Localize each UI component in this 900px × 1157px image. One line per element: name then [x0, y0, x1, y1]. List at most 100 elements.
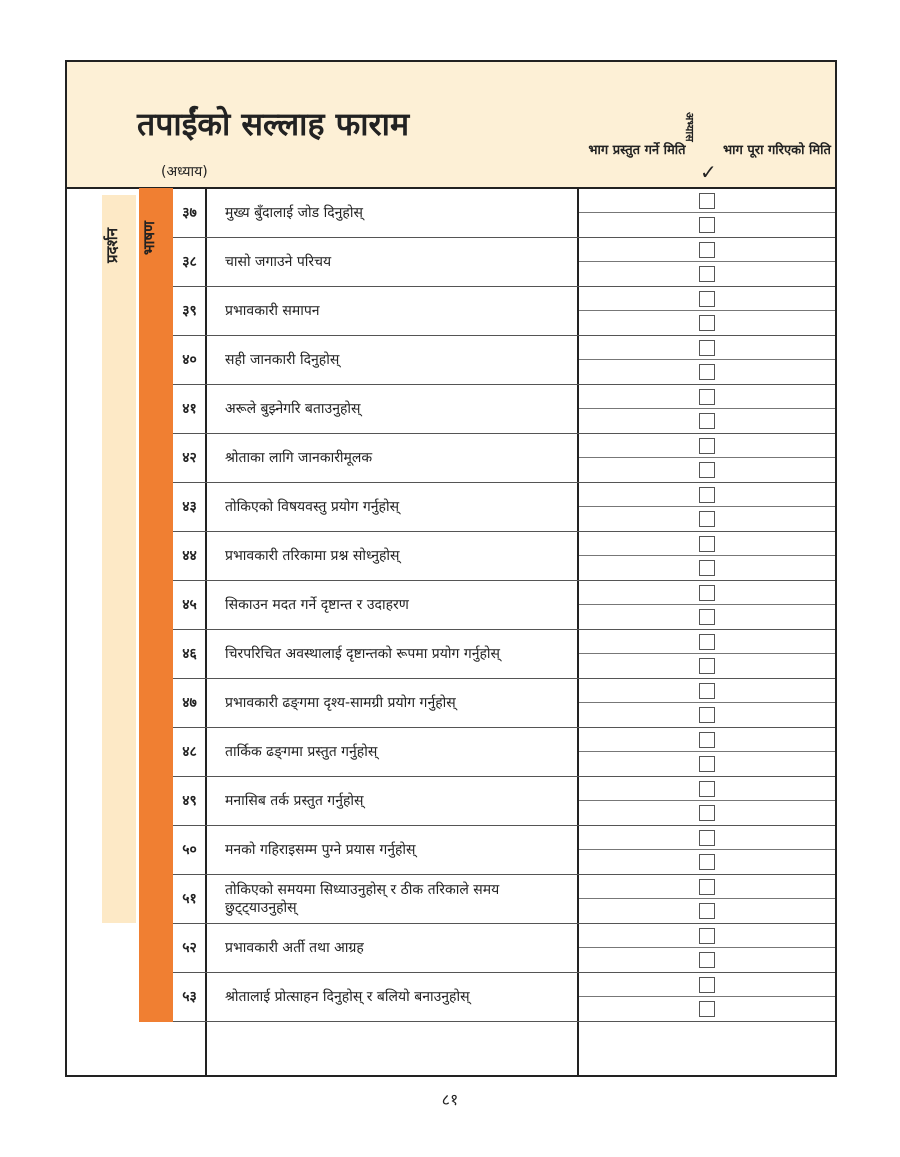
chapter-number: ४६ — [182, 646, 197, 662]
practice-checkbox[interactable] — [699, 487, 715, 503]
row-divider — [579, 408, 835, 409]
row-divider — [579, 947, 835, 948]
chapter-number: ५० — [182, 842, 197, 858]
table-row: ३९ प्रभावकारी समापन — [173, 286, 835, 336]
presentation-label: प्रदर्शन — [103, 227, 121, 263]
checkmark-icon: ✓ — [700, 160, 717, 184]
practice-checkbox[interactable] — [699, 511, 715, 527]
practice-checkbox[interactable] — [699, 217, 715, 233]
chapter-title: मनको गहिराइसम्म पुग्ने प्रयास गर्नुहोस् — [225, 841, 416, 858]
practice-checkbox[interactable] — [699, 977, 715, 993]
chapter-number: ४८ — [182, 744, 197, 760]
practice-checkbox[interactable] — [699, 560, 715, 576]
form-header: तपाईंको सल्लाह फाराम (अध्याय) भाग प्रस्त… — [67, 62, 835, 189]
divider — [577, 187, 579, 1075]
practice-checkbox[interactable] — [699, 781, 715, 797]
practice-checkbox[interactable] — [699, 683, 715, 699]
row-divider — [579, 506, 835, 507]
practice-checkbox[interactable] — [699, 732, 715, 748]
practice-checkbox[interactable] — [699, 854, 715, 870]
chapter-title: प्रभावकारी अर्ती तथा आग्रह — [225, 939, 364, 956]
row-divider — [579, 751, 835, 752]
row-divider — [579, 898, 835, 899]
column-header-presented-date: भाग प्रस्तुत गर्ने मिति — [588, 143, 686, 158]
practice-checkbox[interactable] — [699, 928, 715, 944]
practice-checkbox[interactable] — [699, 462, 715, 478]
practice-checkbox[interactable] — [699, 609, 715, 625]
chapter-number: ५१ — [182, 891, 197, 907]
presentation-bar: प्रदर्शन — [102, 195, 136, 923]
practice-checkbox[interactable] — [699, 340, 715, 356]
chapter-number: ४२ — [182, 450, 197, 466]
table-row: ४६ चिरपरिचित अवस्थालाई दृष्टान्तको रूपमा… — [173, 629, 835, 679]
table-row: ३७ मुख्य बुँदालाई जोड दिनुहोस् — [173, 188, 835, 238]
practice-checkbox[interactable] — [699, 389, 715, 405]
practice-checkbox[interactable] — [699, 413, 715, 429]
row-divider — [579, 653, 835, 654]
practice-checkbox[interactable] — [699, 315, 715, 331]
practice-checkbox[interactable] — [699, 536, 715, 552]
chapter-number: ४३ — [182, 499, 197, 515]
chapter-title: सही जानकारी दिनुहोस् — [225, 351, 340, 368]
chapter-title: चिरपरिचित अवस्थालाई दृष्टान्तको रूपमा प्… — [225, 645, 501, 662]
table-row: ५३ श्रोतालाई प्रोत्साहन दिनुहोस् र बलियो… — [173, 972, 835, 1022]
practice-checkbox[interactable] — [699, 879, 715, 895]
practice-checkbox[interactable] — [699, 756, 715, 772]
chapter-title: अरूले बुझ्नेगरि बताउनुहोस् — [225, 400, 361, 417]
chapter-title: तार्किक ढङ्‌गमा प्रस्तुत गर्नुहोस् — [225, 743, 378, 760]
chapter-number: ३९ — [182, 303, 197, 319]
row-divider — [579, 604, 835, 605]
practice-checkbox[interactable] — [699, 830, 715, 846]
chapter-title: सिकाउन मदत गर्ने दृष्टान्त र उदाहरण — [225, 596, 409, 613]
table-row: ४९ मनासिब तर्क प्रस्तुत गर्नुहोस् — [173, 776, 835, 826]
column-header-practice: अभ्यास — [683, 112, 696, 142]
chapter-title: तोकिएको समयमा सिध्याउनुहोस् र ठीक तरिकाल… — [225, 881, 500, 916]
practice-checkbox[interactable] — [699, 364, 715, 380]
practice-checkbox[interactable] — [699, 242, 715, 258]
chapter-title: श्रोतालाई प्रोत्साहन दिनुहोस् र बलियो बन… — [225, 988, 470, 1005]
table-row: ४४ प्रभावकारी तरिकामा प्रश्न सोध्नुहोस् — [173, 531, 835, 581]
chapter-title: श्रोताका लागि जानकारीमूलक — [225, 449, 373, 466]
chapter-title: प्रभावकारी तरिकामा प्रश्न सोध्नुहोस् — [225, 547, 400, 564]
practice-checkbox[interactable] — [699, 585, 715, 601]
practice-checkbox[interactable] — [699, 952, 715, 968]
page-number: ८१ — [441, 1090, 459, 1109]
practice-checkbox[interactable] — [699, 438, 715, 454]
chapter-title: प्रभावकारी ढङ्‌गमा दृश्य-सामग्री प्रयोग … — [225, 694, 456, 711]
practice-checkbox[interactable] — [699, 658, 715, 674]
chapter-title: तोकिएको विषयवस्तु प्रयोग गर्नुहोस् — [225, 498, 400, 515]
chapter-number: ४५ — [182, 597, 197, 613]
row-divider — [579, 310, 835, 311]
advice-form: तपाईंको सल्लाह फाराम (अध्याय) भाग प्रस्त… — [65, 60, 837, 1077]
practice-checkbox[interactable] — [699, 805, 715, 821]
table-row: ५० मनको गहिराइसम्म पुग्ने प्रयास गर्नुहो… — [173, 825, 835, 875]
chapter-number: ४७ — [182, 695, 197, 711]
practice-checkbox[interactable] — [699, 291, 715, 307]
practice-checkbox[interactable] — [699, 266, 715, 282]
row-divider — [579, 261, 835, 262]
table-row: ३८ चासो जगाउने परिचय — [173, 237, 835, 287]
chapter-number: ५३ — [182, 989, 197, 1005]
chapter-title: प्रभावकारी समापन — [225, 302, 320, 319]
practice-checkbox[interactable] — [699, 193, 715, 209]
speech-label: भाषण — [140, 221, 158, 255]
row-divider — [579, 849, 835, 850]
speech-bar: भाषण — [139, 188, 173, 1022]
practice-checkbox[interactable] — [699, 903, 715, 919]
row-divider — [579, 457, 835, 458]
page-title: तपाईंको सल्लाह फाराम — [137, 105, 410, 143]
table-row: ४८ तार्किक ढङ्‌गमा प्रस्तुत गर्नुहोस् — [173, 727, 835, 777]
divider — [205, 187, 207, 1075]
chapter-number: ३७ — [182, 205, 197, 221]
chapter-number: ४० — [182, 352, 197, 368]
practice-checkbox[interactable] — [699, 707, 715, 723]
chapter-label: (अध्याय) — [161, 164, 208, 180]
table-row: ४३ तोकिएको विषयवस्तु प्रयोग गर्नुहोस् — [173, 482, 835, 532]
chapter-title: मुख्य बुँदालाई जोड दिनुहोस् — [225, 204, 363, 221]
chapter-title: मनासिब तर्क प्रस्तुत गर्नुहोस् — [225, 792, 364, 809]
practice-checkbox[interactable] — [699, 1001, 715, 1017]
column-header-completed-date: भाग पूरा गरिएको मिति — [723, 143, 831, 158]
practice-checkbox[interactable] — [699, 634, 715, 650]
row-divider — [579, 996, 835, 997]
table-row: ४७ प्रभावकारी ढङ्‌गमा दृश्य-सामग्री प्रय… — [173, 678, 835, 728]
